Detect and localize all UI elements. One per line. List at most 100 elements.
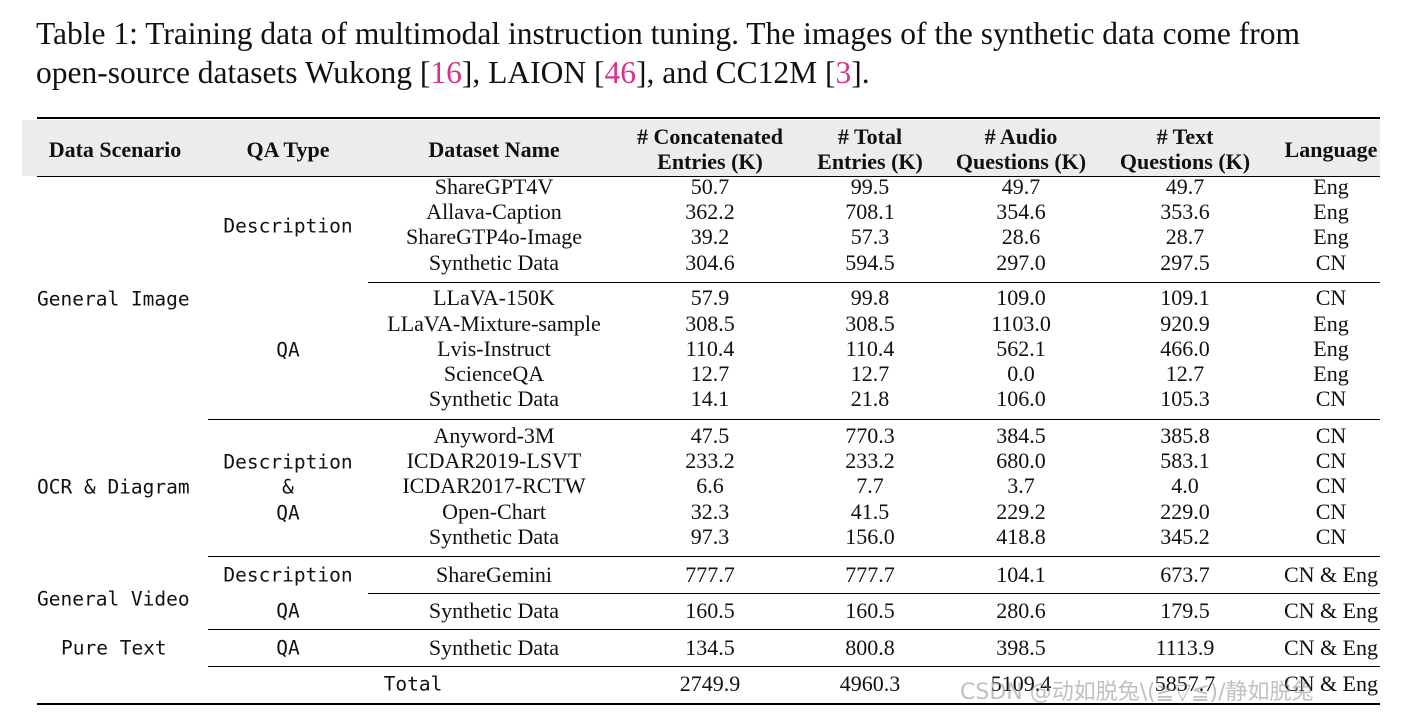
cell-concatenated-entries: 57.9: [690, 285, 730, 310]
cell-audio-questions: 3.7: [1007, 473, 1035, 498]
cell-concatenated-entries: 39.2: [690, 224, 730, 249]
cell-concatenated-entries: 50.7: [690, 174, 730, 199]
cell-audio-questions: 28.6: [1001, 224, 1041, 249]
table-header-rule: [37, 176, 1380, 177]
header-line: Questions (K): [1119, 149, 1251, 174]
cell-concatenated-entries: 160.5: [685, 598, 735, 623]
cell-text-questions: 49.7: [1165, 174, 1205, 199]
header-total-entries: # Total Entries (K): [817, 124, 923, 174]
cell-total-entries: 99.5: [850, 174, 890, 199]
header-line: Entries (K): [817, 149, 923, 174]
cell-concatenated-entries: 47.5: [690, 423, 730, 448]
cell-text-questions: 345.2: [1160, 524, 1210, 549]
cell-text-questions: 353.6: [1160, 199, 1210, 224]
cell-total-entries: 12.7: [850, 361, 890, 386]
cell-concatenated-entries: 308.5: [685, 311, 735, 336]
cell-audio-questions: 280.6: [996, 598, 1046, 623]
header-text-questions: # Text Questions (K): [1120, 124, 1250, 174]
cell-concatenated-entries: 233.2: [685, 448, 735, 473]
scenario-general-video: General Video: [37, 587, 190, 611]
table-top-rule: [37, 117, 1380, 119]
cell-language: CN & Eng: [1283, 562, 1379, 587]
qa-type-description: Description: [223, 450, 353, 474]
cell-total-entries: 156.0: [845, 524, 895, 549]
cell-concatenated-entries: 777.7: [685, 562, 735, 587]
header-line: # Total: [837, 124, 903, 149]
cell-language: CN: [1315, 524, 1347, 549]
total-text: 5857.7: [1154, 671, 1216, 696]
cell-concatenated-entries: 32.3: [690, 499, 730, 524]
cell-text-questions: 12.7: [1165, 361, 1205, 386]
cell-language: CN & Eng: [1283, 635, 1379, 660]
cell-audio-questions: 109.0: [996, 285, 1046, 310]
citation-link[interactable]: 16: [430, 55, 462, 90]
cell-text-questions: 920.9: [1160, 311, 1210, 336]
cell-dataset-name: Lvis-Instruct: [437, 336, 551, 361]
cell-text-questions: 109.1: [1160, 285, 1210, 310]
header-concatenated-entries: # Concatenated Entries (K): [637, 124, 783, 174]
cell-audio-questions: 680.0: [996, 448, 1046, 473]
cell-text-questions: 28.7: [1165, 224, 1205, 249]
cell-concatenated-entries: 362.2: [685, 199, 735, 224]
cell-concatenated-entries: 134.5: [685, 635, 735, 660]
section-divider: [208, 556, 1380, 557]
cell-language: Eng: [1313, 174, 1349, 199]
table-header-background: [22, 120, 1380, 176]
cell-text-questions: 297.5: [1160, 250, 1210, 275]
scenario-ocr-diagram: OCR & Diagram: [37, 475, 190, 499]
total-label: Total: [383, 672, 443, 696]
citation-link[interactable]: 3: [835, 55, 852, 90]
cell-audio-questions: 418.8: [996, 524, 1046, 549]
caption-text: ], LAION [: [461, 55, 605, 90]
header-line: # Audio: [984, 124, 1058, 149]
cell-text-questions: 179.5: [1160, 598, 1210, 623]
cell-dataset-name: Synthetic Data: [428, 386, 560, 411]
cell-dataset-name: ICDAR2019-LSVT: [406, 448, 582, 473]
cell-language: Eng: [1313, 361, 1349, 386]
cell-dataset-name: ScienceQA: [443, 361, 545, 386]
cell-total-entries: 99.8: [850, 285, 890, 310]
qa-type-qa: QA: [276, 338, 300, 362]
header-line: # Text: [1156, 124, 1214, 149]
cell-language: CN: [1315, 473, 1347, 498]
cell-language: Eng: [1313, 336, 1349, 361]
cell-text-questions: 583.1: [1160, 448, 1210, 473]
header-audio-questions: # Audio Questions (K): [956, 124, 1086, 174]
cell-total-entries: 308.5: [845, 311, 895, 336]
cell-dataset-name: ShareGTP4o-Image: [406, 224, 582, 249]
watermark: CSDN @动如脱兔\(≧▽≦)/静如脱兔: [960, 680, 1314, 705]
cell-audio-questions: 297.0: [996, 250, 1046, 275]
cell-text-questions: 105.3: [1160, 386, 1210, 411]
qa-type-qa: QA: [276, 501, 300, 525]
cell-language: CN: [1315, 386, 1347, 411]
citation-link[interactable]: 46: [604, 55, 637, 90]
scenario-general-image: General Image: [37, 287, 190, 311]
cell-text-questions: 466.0: [1160, 336, 1210, 361]
cell-dataset-name: ShareGPT4V: [434, 174, 554, 199]
header-line: # Concatenated: [636, 124, 784, 149]
cell-language: CN: [1315, 250, 1347, 275]
caption-line-1: Table 1: Training data of multimodal ins…: [36, 16, 1300, 51]
section-divider: [208, 419, 1380, 420]
caption-line-2: open-source datasets Wukong [16], LAION …: [36, 53, 1396, 92]
section-divider: [208, 666, 1380, 667]
cell-audio-questions: 0.0: [1007, 361, 1035, 386]
cell-audio-questions: 354.6: [996, 199, 1046, 224]
caption-text: ], and CC12M [: [636, 55, 836, 90]
cell-total-entries: 233.2: [845, 448, 895, 473]
table-caption: Table 1: Training data of multimodal ins…: [36, 14, 1396, 92]
cell-total-entries: 160.5: [845, 598, 895, 623]
caption-text: open-source datasets Wukong [: [36, 55, 431, 90]
section-divider: [208, 629, 1380, 630]
cell-language: CN: [1315, 448, 1347, 473]
cell-dataset-name: Anyword-3M: [433, 423, 555, 448]
total-total: 4960.3: [839, 671, 901, 696]
qa-type-description: Description: [223, 563, 353, 587]
cell-text-questions: 4.0: [1171, 473, 1199, 498]
cell-audio-questions: 562.1: [996, 336, 1046, 361]
total-concat: 2749.9: [679, 671, 741, 696]
cell-concatenated-entries: 12.7: [690, 361, 730, 386]
cell-audio-questions: 49.7: [1001, 174, 1041, 199]
cell-audio-questions: 384.5: [996, 423, 1046, 448]
cell-total-entries: 110.4: [845, 336, 895, 361]
